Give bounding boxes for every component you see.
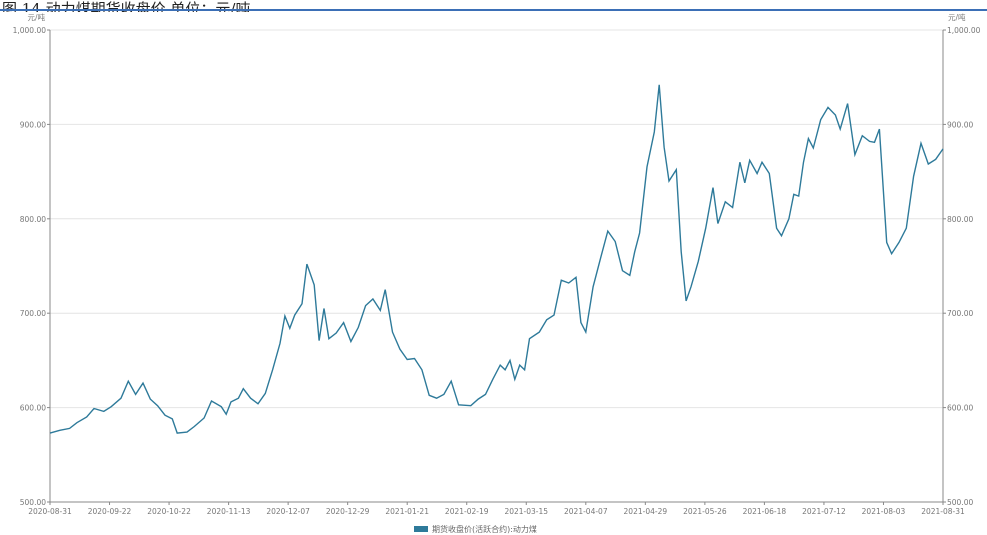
legend-swatch (414, 526, 428, 532)
series-line-thermal-coal (49, 84, 944, 434)
legend-label: 期货收盘价(活跃合约):动力煤 (432, 524, 537, 534)
x-tick-label: 2020-09-22 (88, 507, 132, 516)
x-tick-label: 2020-10-22 (147, 507, 191, 516)
x-tick-label: 2020-12-29 (326, 507, 370, 516)
x-tick-label: 2021-08-03 (862, 507, 906, 516)
x-tick-label: 2020-08-31 (28, 507, 72, 516)
x-tick-labels: 2020-08-31 2020-09-22 2020-10-22 2020-11-13… (28, 502, 965, 516)
y-tick-label-left: 700.00 (20, 309, 46, 318)
y-axis-unit-left: 元/吨 (27, 12, 45, 22)
x-tick-label: 2021-04-29 (624, 507, 668, 516)
y-tick-label-right: 800.00 (947, 215, 973, 224)
y-tick-label-left: 600.00 (20, 404, 46, 413)
x-tick-label: 2021-01-21 (385, 507, 429, 516)
y-tick-label-right: 1,000.00 (947, 26, 981, 35)
x-tick-label: 2021-03-15 (504, 507, 548, 516)
x-tick-label: 2021-08-31 (921, 507, 965, 516)
y-tick-label-left: 800.00 (20, 215, 46, 224)
y-tick-label-left: 500.00 (20, 498, 46, 507)
x-tick-label: 2020-12-07 (266, 507, 310, 516)
legend: 期货收盘价(活跃合约):动力煤 (414, 524, 537, 534)
x-tick-label: 2021-06-18 (743, 507, 787, 516)
x-tick-label: 2021-02-19 (445, 507, 489, 516)
y-tick-label-right: 600.00 (947, 404, 973, 413)
x-tick-label: 2021-07-12 (802, 507, 846, 516)
y-axis-unit-right: 元/吨 (948, 12, 966, 22)
x-tick-label: 2021-04-07 (564, 507, 608, 516)
y-tick-label-left: 900.00 (20, 120, 46, 129)
y-tick-label-right: 700.00 (947, 309, 973, 318)
y-tick-label-right: 500.00 (947, 498, 973, 507)
y-tick-label-left: 1,000.00 (13, 26, 47, 35)
y-tick-label-right: 900.00 (947, 120, 973, 129)
gridlines (50, 29, 943, 409)
x-tick-label: 2020-11-13 (207, 507, 251, 516)
x-tick-label: 2021-05-26 (683, 507, 727, 516)
y-tick-labels: 500.00 500.00 600.00 600.00 700.00 700.00 800.… (13, 26, 981, 507)
caption-rule (0, 9, 987, 11)
